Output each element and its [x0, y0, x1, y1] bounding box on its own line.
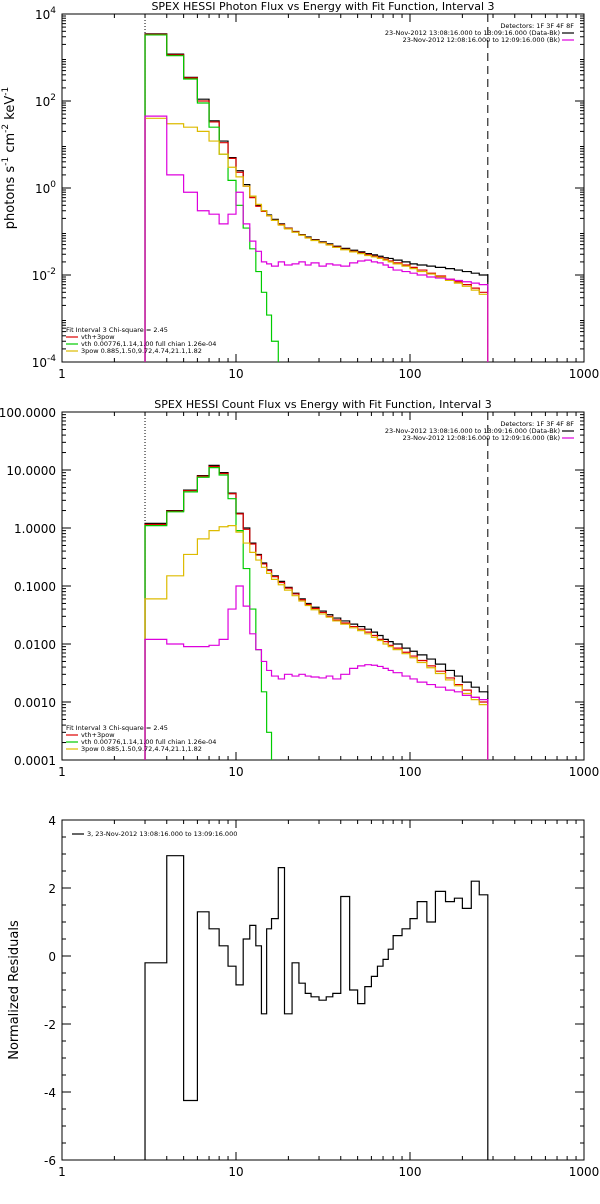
x-tick-label: 1000 [569, 765, 600, 779]
y-tick-label-base: 10 [35, 182, 50, 196]
plot-frame [61, 13, 585, 363]
legend-entry-label: vth 0.00776,1.14,1.00 full chian 1.26e-0… [81, 738, 216, 746]
y-tick-label: 102 [35, 93, 56, 109]
y-tick-label: 10-2 [32, 267, 56, 283]
residuals-panel: 1 10 100 1000 -6 -4 -2 0 2 4 Normalized Residuals 3… [7, 814, 599, 1179]
series-line-0 [144, 464, 489, 760]
series-line-3 [144, 525, 489, 760]
legend-entry-label: 3pow 0.885,1.50,9.72,4.74,21.1,1.82 [81, 347, 202, 355]
y-axis-label: Normalized Residuals [7, 920, 22, 1060]
x-tick-label: 1000 [569, 1165, 600, 1179]
y-tick-label-exponent: -2 [47, 267, 56, 277]
y-tick-label-base: 10 [35, 8, 50, 22]
legend-header: Detectors: 1F 3F 4F 8F [500, 420, 574, 428]
legend-entry-label: vth 0.00776,1.14,1.00 full chian 1.26e-0… [81, 340, 216, 348]
legend-header: Fit Interval 3 Chi-square = 2.45 [66, 326, 168, 334]
legend-entry-label: 23-Nov-2012 13:08:16.000 to 13:09:16.000… [385, 427, 560, 435]
series-line-1 [144, 465, 489, 760]
legend-entry-label: vth+3pow [81, 333, 115, 341]
x-tick-label: 1000 [569, 367, 600, 381]
photon-flux-panel: SPEX HESSI Photon Flux vs Energy with Fi… [1, 0, 599, 381]
y-tick-label: 4 [48, 814, 56, 828]
y-tick-label: -4 [44, 1086, 56, 1100]
y-tick-label: 100.0000 [0, 406, 56, 420]
legend-entry-label: 23-Nov-2012 12:08:16.000 to 12:09:16.000… [403, 434, 560, 442]
y-tick-label-exponent: -4 [47, 354, 56, 364]
x-tick-label: 100 [399, 765, 422, 779]
y-tick-label-base: 10 [32, 356, 47, 370]
y-tick-label: 1.0000 [14, 522, 56, 536]
x-tick-label: 1 [58, 765, 66, 779]
series-line-0 [144, 855, 489, 1160]
series-line-1 [144, 33, 489, 362]
legend-top-left: 3, 23-Nov-2012 13:08:16.000 to 13:09:16.… [72, 830, 237, 838]
legend-entry-label: 23-Nov-2012 13:08:16.000 to 13:09:16.000… [385, 29, 560, 37]
y-tick-label: 0 [48, 950, 56, 964]
count-flux-panel: SPEX HESSI Count Flux vs Energy with Fit… [0, 398, 599, 779]
y-axis-label-exponent: -2 [1, 124, 11, 133]
y-tick-label-exponent: 2 [50, 93, 56, 103]
y-tick-label: 0.1000 [14, 580, 56, 594]
y-axis-label: photons s-1 cm-2 keV-1 [1, 87, 18, 229]
series-line-2 [144, 34, 286, 362]
x-tick-label: 1 [58, 367, 66, 381]
plot-frame [61, 411, 585, 761]
y-axis-label-part: keV [3, 96, 18, 124]
y-tick-label: 0.0100 [14, 638, 56, 652]
legend-entry-label: 23-Nov-2012 12:08:16.000 to 12:09:16.000… [403, 36, 560, 44]
y-tick-label: 10-4 [32, 354, 57, 370]
x-tick-label: 1 [58, 1165, 66, 1179]
y-tick-label: 104 [35, 6, 56, 22]
y-tick-label-exponent: 0 [50, 180, 56, 190]
y-tick-label-base: 10 [32, 269, 47, 283]
legend-entry-label: 3pow 0.885,1.50,9.72,4.74,21.1,1.82 [81, 745, 202, 753]
legend-entry-label: vth+3pow [81, 731, 115, 739]
chart-title: SPEX HESSI Photon Flux vs Energy with Fi… [151, 0, 494, 13]
chart-title: SPEX HESSI Count Flux vs Energy with Fit… [154, 398, 491, 411]
legend-bottom-left: Fit Interval 3 Chi-square = 2.45vth+3pow… [66, 724, 216, 753]
y-tick-label: -2 [44, 1018, 56, 1032]
x-tick-label: 10 [228, 765, 243, 779]
y-tick-label: 100 [35, 180, 56, 196]
series-line-2 [144, 467, 279, 760]
y-axis-label-exponent: -1 [1, 157, 11, 166]
y-tick-label: 0.0001 [14, 754, 56, 768]
legend-header: Fit Interval 3 Chi-square = 2.45 [66, 724, 168, 732]
plot-frame [61, 819, 585, 1161]
series-line-4 [144, 585, 489, 760]
y-axis-label-part: cm [3, 133, 18, 157]
x-tick-label: 10 [228, 1165, 243, 1179]
legend-bottom-left: Fit Interval 3 Chi-square = 2.45vth+3pow… [66, 326, 216, 355]
legend-header: Detectors: 1F 3F 4F 8F [500, 22, 574, 30]
series-line-0 [144, 33, 489, 362]
series-line-3 [144, 117, 489, 362]
series-line-4 [144, 115, 489, 362]
y-tick-label: 2 [48, 882, 56, 896]
y-tick-label-base: 10 [35, 95, 50, 109]
legend-entry-label: 3, 23-Nov-2012 13:08:16.000 to 13:09:16.… [87, 830, 237, 838]
y-tick-label: 10.0000 [6, 464, 56, 478]
y-tick-label: -6 [44, 1154, 56, 1168]
x-tick-label: 100 [399, 1165, 422, 1179]
y-axis-label-exponent: -1 [1, 87, 11, 96]
y-axis-label-part: photons s [3, 166, 18, 230]
y-tick-label: 0.0010 [14, 696, 56, 710]
y-tick-label-exponent: 4 [50, 6, 56, 16]
x-tick-label: 10 [228, 367, 243, 381]
x-tick-label: 100 [399, 367, 422, 381]
